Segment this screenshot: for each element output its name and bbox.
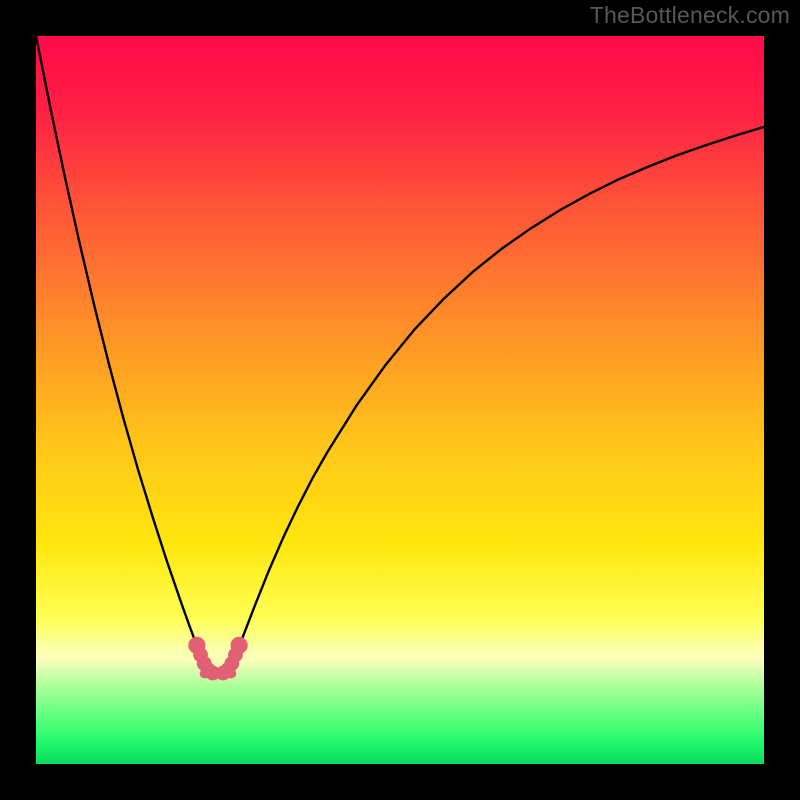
marker-dot: [190, 639, 203, 652]
bottleneck-chart: [0, 0, 800, 800]
marker-dot: [233, 639, 246, 652]
chart-container: TheBottleneck.com: [0, 0, 800, 800]
plot-gradient-background: [36, 36, 764, 764]
watermark-text: TheBottleneck.com: [590, 2, 790, 29]
